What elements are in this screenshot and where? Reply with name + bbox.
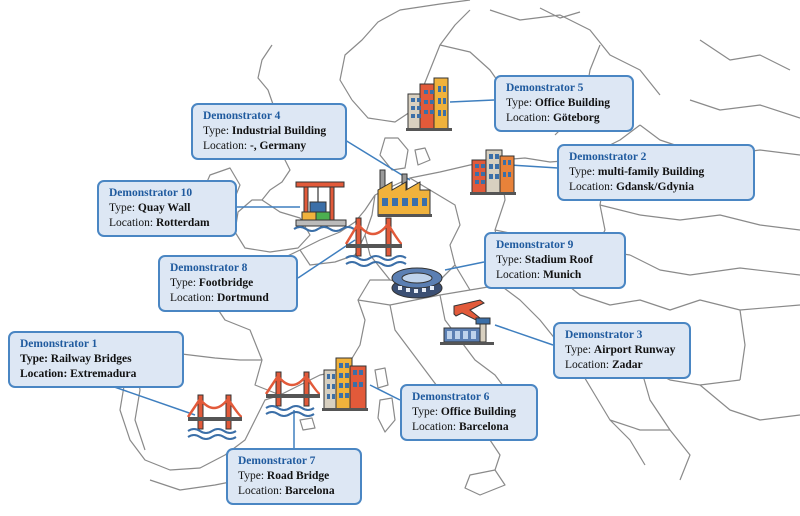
leader-line-4 [344, 139, 411, 181]
demonstrator-type: Type: Footbridge [170, 277, 254, 289]
demonstrator-8-card: Demonstrator 8 Type: Footbridge Location… [158, 255, 298, 312]
demonstrator-type: Type: Industrial Building [203, 125, 327, 137]
leader-line-9 [444, 261, 485, 271]
demonstrator-2-card: Demonstrator 2 Type: multi-family Buildi… [557, 144, 755, 201]
demonstrator-title: Demonstrator 6 [412, 391, 490, 403]
demonstrator-type: Type: Airport Runway [565, 344, 676, 356]
demonstrator-title: Demonstrator 3 [565, 329, 643, 341]
demonstrator-location: Location: Munich [496, 269, 582, 281]
stadium-icon [391, 267, 443, 299]
demonstrator-title: Demonstrator 4 [203, 110, 281, 122]
factory-icon [377, 169, 432, 217]
leader-line-5 [449, 99, 495, 103]
demonstrator-title: Demonstrator 5 [506, 82, 584, 94]
demonstrator-location: Location: Extremadura [20, 368, 137, 380]
demonstrator-5-card: Demonstrator 5 Type: Office Building Loc… [494, 75, 634, 132]
office-building-icon [406, 77, 452, 131]
demonstrator-type: Type: Office Building [506, 97, 610, 109]
demonstrator-location: Location: Göteborg [506, 112, 600, 124]
demonstrator-title: Demonstrator 9 [496, 239, 574, 251]
demonstrator-7-card: Demonstrator 7 Type: Road Bridge Locatio… [226, 448, 362, 505]
leader-lines [99, 99, 559, 450]
leader-line-3 [494, 324, 554, 346]
leader-line-6 [369, 384, 401, 401]
port-crane-icon [293, 181, 355, 232]
bridge-icon [186, 394, 243, 440]
demonstrator-title: Demonstrator 1 [20, 338, 98, 350]
demonstrator-type: Type: Railway Bridges [20, 353, 132, 365]
demonstrator-location: Location: Rotterdam [109, 217, 210, 229]
leader-line-8 [297, 239, 356, 279]
bridge-icon [344, 217, 407, 267]
leader-line-2 [509, 164, 559, 169]
demonstrator-type: Type: Stadium Roof [496, 254, 593, 266]
demonstrator-9-card: Demonstrator 9 Type: Stadium Roof Locati… [484, 232, 626, 289]
demonstrator-location: Location: Zadar [565, 359, 643, 371]
demonstrator-1-card: Demonstrator 1 Type: Railway Bridges Loc… [8, 331, 184, 388]
demonstrator-location: Location: -, Germany [203, 140, 307, 152]
demonstrator-type: Type: Quay Wall [109, 202, 191, 214]
office-building-icon [322, 357, 368, 411]
bridge-icon [264, 371, 321, 417]
demonstrator-10-card: Demonstrator 10 Type: Quay Wall Location… [97, 180, 237, 237]
demonstrator-title: Demonstrator 8 [170, 262, 248, 274]
demonstrator-location: Location: Barcelona [412, 421, 509, 433]
demonstrator-location: Location: Barcelona [238, 485, 335, 497]
demonstrator-type: Type: Office Building [412, 406, 516, 418]
demonstrator-4-card: Demonstrator 4 Type: Industrial Building… [191, 103, 347, 160]
demonstrator-location: Location: Gdansk/Gdynia [569, 181, 694, 193]
airport-icon [440, 299, 494, 345]
demonstrator-type: Type: Road Bridge [238, 470, 330, 482]
demonstrator-6-card: Demonstrator 6 Type: Office Building Loc… [400, 384, 538, 441]
office-building-icon [470, 149, 516, 195]
demonstrator-title: Demonstrator 2 [569, 151, 647, 163]
demonstrator-title: Demonstrator 7 [238, 455, 316, 467]
demonstrator-location: Location: Dortmund [170, 292, 269, 304]
demonstrator-type: Type: multi-family Building [569, 166, 705, 178]
demonstrator-title: Demonstrator 10 [109, 187, 193, 199]
demonstrator-3-card: Demonstrator 3 Type: Airport Runway Loca… [553, 322, 691, 379]
